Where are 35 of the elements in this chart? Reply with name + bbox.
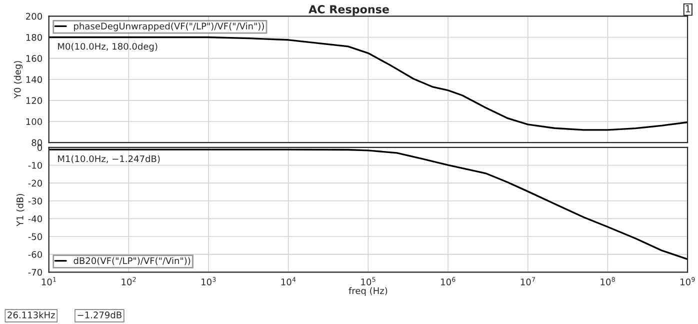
y-tick-label: -70 — [28, 268, 42, 276]
annotation: M1(10.0Hz, −1.247dB) — [58, 155, 160, 164]
x-tick-label: 10$^{1}$ — [42, 277, 56, 286]
y-tick-label: 140 — [26, 76, 42, 83]
annotation: M0(10.0Hz, 180.0deg) — [58, 42, 158, 52]
legend-label: dB20(VF("/LP")/VF("/Vin")) — [74, 257, 190, 266]
chart-title: AC Response — [308, 5, 389, 16]
x-tick-label: 10$^{3}$ — [202, 277, 216, 286]
y-axis-title: Y0 (deg) — [14, 61, 23, 98]
y-tick-label: 160 — [26, 55, 42, 62]
y-tick-label: -60 — [28, 251, 42, 258]
y-axis-title: Y1 (dB) — [16, 194, 24, 226]
x-tick-label: 10$^{9}$ — [680, 277, 695, 286]
y-tick-label: 0 — [37, 144, 42, 151]
y-tick-label: -50 — [28, 233, 42, 240]
x-tick-label: 10$^{7}$ — [520, 277, 535, 286]
y-tick-label: 120 — [26, 97, 42, 104]
y-tick-label: -40 — [28, 215, 42, 222]
x-tick-label: 10$^{5}$ — [361, 277, 376, 286]
y-tick-label: 180 — [26, 34, 42, 41]
text: 1 — [686, 5, 690, 12]
y-tick-label: -30 — [28, 198, 42, 204]
y-tick-label: 200 — [26, 12, 42, 20]
y-tick-label: 80 — [32, 139, 42, 146]
x-tick-label: 10$^{2}$ — [122, 277, 136, 286]
y-tick-label: -10 — [28, 162, 42, 169]
y-tick-label: 100 — [26, 118, 42, 126]
x-axis-title: freq (Hz) — [348, 287, 388, 296]
text: −1.279dB — [78, 311, 122, 318]
y-tick-label: -20 — [28, 180, 42, 187]
x-tick-label: 10$^{6}$ — [441, 277, 456, 286]
x-tick-label: 10$^{4}$ — [281, 277, 296, 286]
text: 26.113kHz — [8, 311, 55, 318]
x-tick-label: 10$^{8}$ — [600, 277, 615, 286]
legend-label: phaseDegUnwrapped(VF("/LP")/VF("/Vin")) — [74, 22, 264, 32]
